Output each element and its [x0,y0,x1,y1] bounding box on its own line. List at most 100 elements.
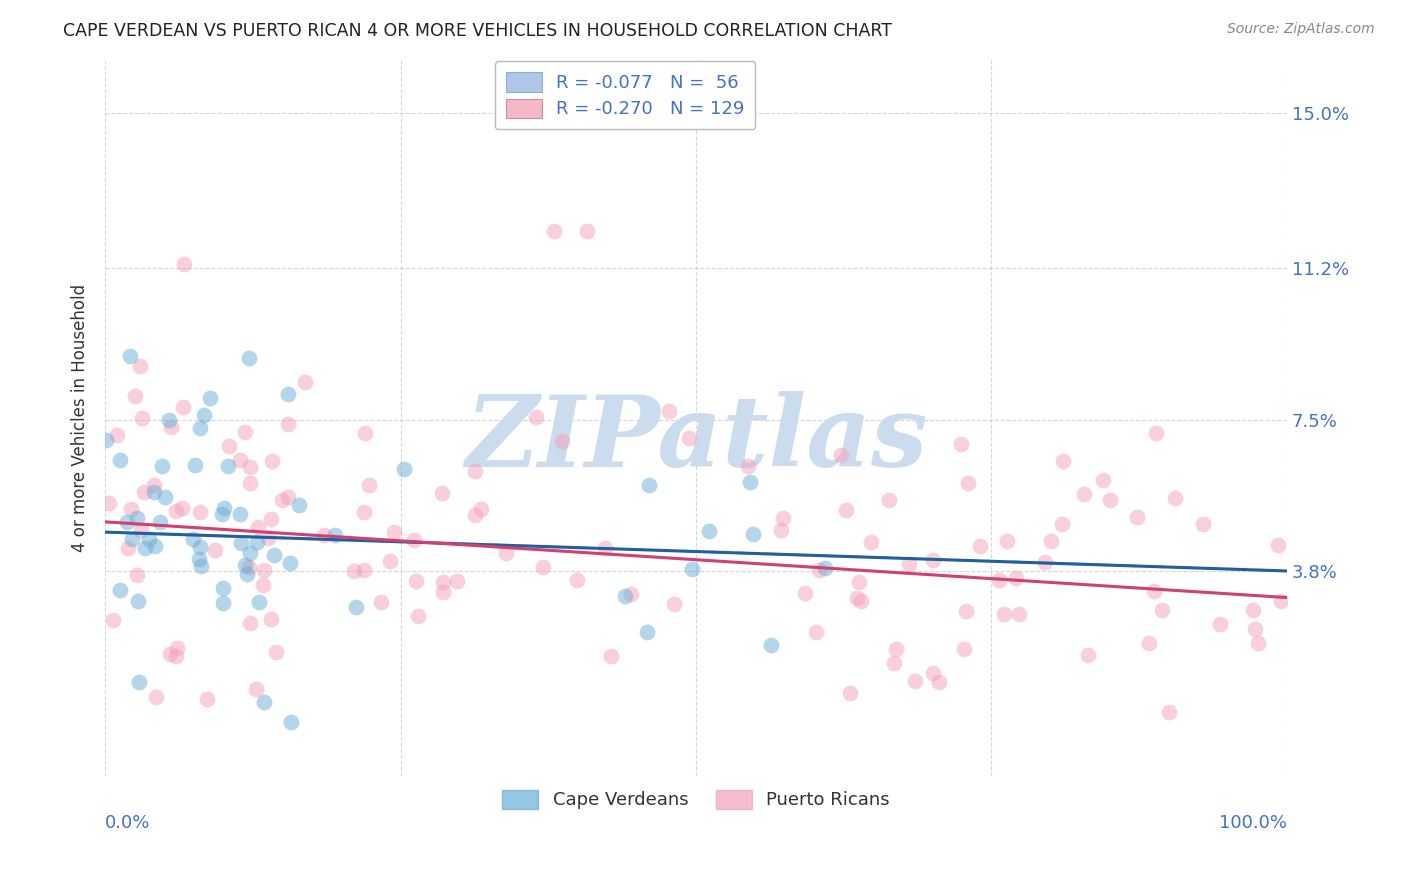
Point [697,524,720,538]
Point [883,656,905,670]
Point [108,453,131,467]
Point [1098,493,1121,508]
Point [165,648,187,663]
Point [117,541,139,555]
Point [165,504,187,518]
Point [183,532,205,546]
Point [955,604,977,618]
Point [157,412,180,426]
Point [193,408,215,422]
Point [238,559,260,574]
Point [1073,487,1095,501]
Point [1035,555,1057,569]
Point [565,573,588,587]
Point [859,534,882,549]
Point [1267,538,1289,552]
Point [229,508,252,522]
Point [212,500,235,515]
Point [343,564,366,578]
Point [404,533,426,547]
Point [759,638,782,652]
Point [969,539,991,553]
Point [432,585,454,599]
Point [614,589,637,603]
Point [470,501,492,516]
Point [1005,571,1028,585]
Point [354,425,377,440]
Point [143,539,166,553]
Point [239,476,262,491]
Point [595,541,617,555]
Point [159,647,181,661]
Point [1150,603,1173,617]
Point [1126,510,1149,524]
Point [576,224,599,238]
Point [543,224,565,238]
Text: ZIPatlas: ZIPatlas [465,391,927,487]
Point [172,401,194,415]
Point [314,528,336,542]
Point [277,417,299,432]
Point [323,528,346,542]
Point [531,560,554,574]
Point [678,431,700,445]
Point [260,454,283,468]
Point [1247,636,1270,650]
Point [1164,491,1187,505]
Point [204,543,226,558]
Point [134,541,156,556]
Point [662,597,685,611]
Point [121,532,143,546]
Point [681,562,703,576]
Point [138,533,160,547]
Point [153,490,176,504]
Point [252,577,274,591]
Point [884,642,907,657]
Point [277,490,299,504]
Point [288,498,311,512]
Point [845,591,868,606]
Point [105,428,128,442]
Point [124,389,146,403]
Point [1008,607,1031,622]
Point [1137,636,1160,650]
Point [263,548,285,562]
Point [166,640,188,655]
Point [233,425,256,439]
Point [344,599,367,614]
Point [922,553,945,567]
Point [1091,473,1114,487]
Text: CAPE VERDEAN VS PUERTO RICAN 4 OR MORE VEHICLES IN HOUSEHOLD CORRELATION CHART: CAPE VERDEAN VS PUERTO RICAN 4 OR MORE V… [63,22,893,40]
Point [238,351,260,366]
Point [264,645,287,659]
Text: Source: ZipAtlas.com: Source: ZipAtlas.com [1227,22,1375,37]
Point [1050,516,1073,531]
Point [1040,534,1063,549]
Point [145,690,167,704]
Point [953,642,976,657]
Point [129,523,152,537]
Point [835,503,858,517]
Point [117,515,139,529]
Point [247,595,270,609]
Point [159,419,181,434]
Point [294,375,316,389]
Point [904,673,927,688]
Point [239,545,262,559]
Point [280,715,302,730]
Point [1241,603,1264,617]
Point [839,686,862,700]
Point [995,534,1018,549]
Point [1270,594,1292,608]
Point [229,536,252,550]
Point [120,349,142,363]
Point [432,574,454,589]
Point [239,460,262,475]
Point [1159,705,1181,719]
Point [770,523,793,537]
Point [108,583,131,598]
Point [370,595,392,609]
Point [233,558,256,572]
Point [848,574,870,589]
Point [1143,583,1166,598]
